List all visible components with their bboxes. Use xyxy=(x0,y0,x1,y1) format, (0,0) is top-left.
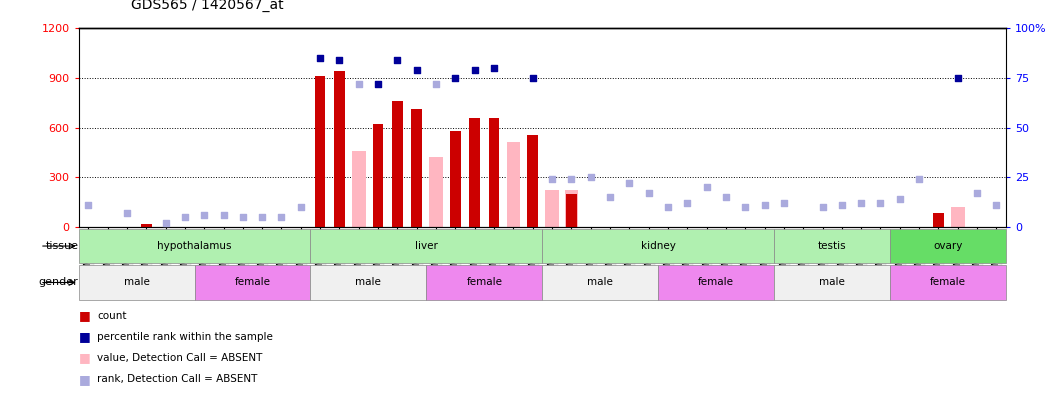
Text: liver: liver xyxy=(415,241,438,251)
Point xyxy=(235,214,252,220)
Point xyxy=(409,67,425,73)
Bar xyxy=(933,213,944,227)
Point xyxy=(776,200,792,206)
Point xyxy=(757,202,773,208)
Text: male: male xyxy=(587,277,613,288)
Point xyxy=(118,210,135,216)
Point xyxy=(698,184,715,190)
Point xyxy=(620,180,637,186)
Bar xyxy=(352,151,366,227)
Text: male: male xyxy=(124,277,150,288)
Bar xyxy=(430,157,443,227)
Bar xyxy=(140,224,152,227)
Bar xyxy=(195,265,310,300)
Text: ■: ■ xyxy=(79,352,90,365)
Text: male: male xyxy=(820,277,845,288)
Point xyxy=(292,204,309,210)
Point xyxy=(659,204,676,210)
Point xyxy=(524,75,541,81)
Point xyxy=(80,202,96,208)
Point xyxy=(254,214,270,220)
Bar xyxy=(427,265,542,300)
Bar xyxy=(565,190,578,227)
Point xyxy=(311,55,328,61)
Point xyxy=(544,176,561,182)
Point xyxy=(350,81,367,87)
Point xyxy=(892,196,909,202)
Point xyxy=(466,67,483,73)
Text: rank, Detection Call = ABSENT: rank, Detection Call = ABSENT xyxy=(97,374,258,384)
Bar xyxy=(79,229,310,263)
Text: male: male xyxy=(355,277,381,288)
Point xyxy=(602,194,618,200)
Point xyxy=(872,200,889,206)
Point xyxy=(853,200,870,206)
Text: hypothalamus: hypothalamus xyxy=(157,241,232,251)
Text: gender: gender xyxy=(39,277,79,288)
Bar xyxy=(450,131,461,227)
Bar xyxy=(310,265,427,300)
Point xyxy=(176,214,193,220)
Text: testis: testis xyxy=(817,241,847,251)
Point xyxy=(274,214,290,220)
Point xyxy=(157,220,174,226)
Bar xyxy=(412,109,422,227)
Point xyxy=(718,194,735,200)
Bar xyxy=(890,265,1006,300)
Text: female: female xyxy=(698,277,735,288)
Point xyxy=(428,81,444,87)
Point xyxy=(196,212,213,218)
Bar xyxy=(542,229,774,263)
Text: GDS565 / 1420567_at: GDS565 / 1420567_at xyxy=(131,0,284,12)
Text: tissue: tissue xyxy=(46,241,79,251)
Point xyxy=(447,75,464,81)
Text: female: female xyxy=(466,277,502,288)
Text: ■: ■ xyxy=(79,330,90,343)
Point xyxy=(583,174,599,181)
Point xyxy=(833,202,850,208)
Point xyxy=(485,65,502,71)
Bar xyxy=(774,265,890,300)
Text: ■: ■ xyxy=(79,309,90,322)
Bar xyxy=(527,135,538,227)
Bar xyxy=(890,229,1006,263)
Bar xyxy=(79,265,195,300)
Point xyxy=(679,200,696,206)
Point xyxy=(988,202,1005,208)
Bar xyxy=(506,143,520,227)
Text: female: female xyxy=(931,277,966,288)
Point xyxy=(389,57,406,63)
Bar xyxy=(545,190,559,227)
Text: ■: ■ xyxy=(79,373,90,386)
Text: count: count xyxy=(97,311,127,321)
Text: female: female xyxy=(235,277,270,288)
Text: value, Detection Call = ABSENT: value, Detection Call = ABSENT xyxy=(97,353,263,363)
Point xyxy=(563,176,580,182)
Point xyxy=(968,190,985,196)
Point xyxy=(215,212,232,218)
Bar xyxy=(392,101,402,227)
Bar xyxy=(658,265,774,300)
Bar xyxy=(774,229,890,263)
Point xyxy=(949,75,966,81)
Bar xyxy=(334,71,345,227)
Point xyxy=(911,176,927,182)
Point xyxy=(370,81,387,87)
Bar xyxy=(373,124,384,227)
Point xyxy=(331,57,348,63)
Bar xyxy=(488,117,499,227)
Bar xyxy=(951,207,964,227)
Text: kidney: kidney xyxy=(640,241,676,251)
Text: ovary: ovary xyxy=(934,241,963,251)
Point xyxy=(640,190,657,196)
Text: percentile rank within the sample: percentile rank within the sample xyxy=(97,332,274,342)
Bar xyxy=(542,265,658,300)
Point xyxy=(737,204,754,210)
Point xyxy=(814,204,831,210)
Bar xyxy=(566,194,576,227)
Bar xyxy=(310,229,542,263)
Bar xyxy=(314,76,326,227)
Bar xyxy=(470,117,480,227)
